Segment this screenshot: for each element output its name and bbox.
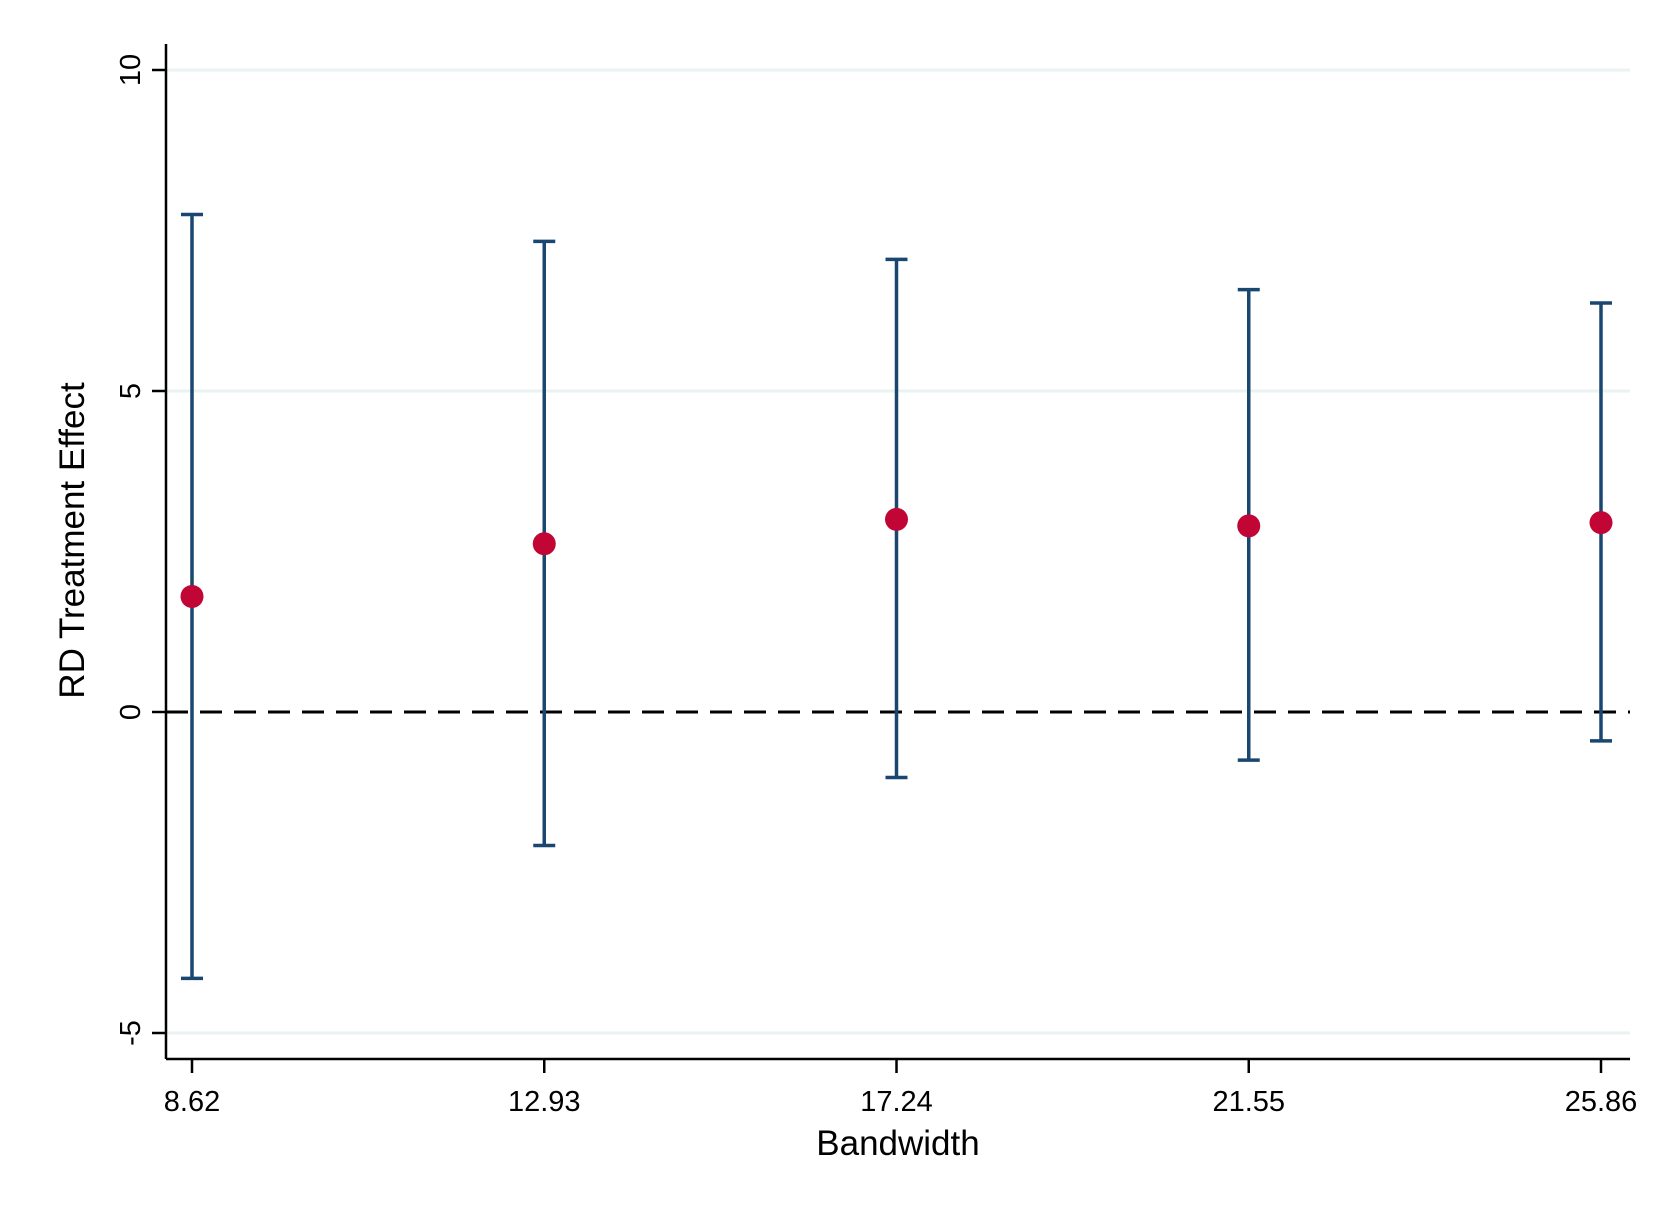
y-tick-label-10: 10 <box>115 54 147 86</box>
x-tick-label-21.55: 21.55 <box>1212 1086 1285 1118</box>
y-axis-title: RD Treatment Effect <box>53 382 92 699</box>
y-tick-label--5: -5 <box>115 1020 147 1046</box>
point-estimate-12.93 <box>532 532 556 556</box>
x-tick-label-8.62: 8.62 <box>164 1086 220 1118</box>
x-tick-label-17.24: 17.24 <box>860 1086 933 1118</box>
point-estimate-17.24 <box>885 507 908 531</box>
axes <box>152 44 1630 1073</box>
tick-labels: -5 0 5 10 8.62 12.93 17.24 21.55 25.86 <box>115 54 1637 1118</box>
x-tick-label-12.93: 12.93 <box>508 1086 581 1118</box>
point-estimate-25.86 <box>1589 511 1613 535</box>
y-tick-label-0: 0 <box>115 704 147 720</box>
point-estimate-21.55 <box>1237 514 1261 538</box>
y-tick-label-5: 5 <box>115 383 147 399</box>
point-estimates <box>180 507 1613 608</box>
point-estimate-8.62 <box>180 584 204 608</box>
x-axis-title: Bandwidth <box>816 1124 979 1163</box>
x-tick-label-25.86: 25.86 <box>1565 1086 1638 1118</box>
